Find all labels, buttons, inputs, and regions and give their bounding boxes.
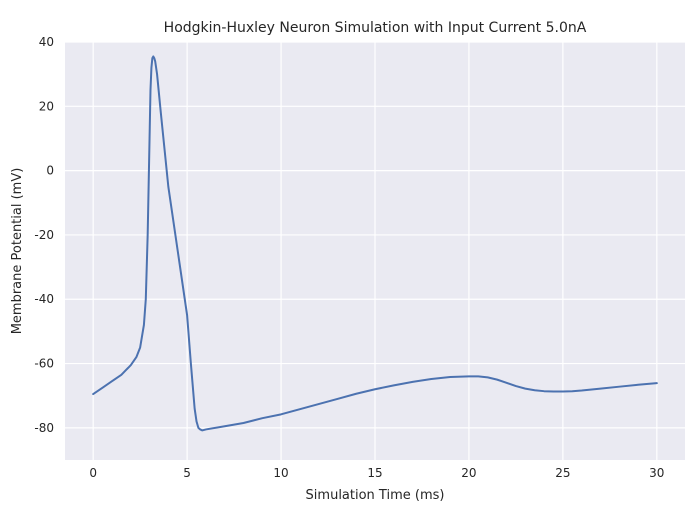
- x-tick-label: 5: [183, 466, 191, 480]
- x-tick-label: 0: [89, 466, 97, 480]
- chart-title: Hodgkin-Huxley Neuron Simulation with In…: [164, 20, 587, 36]
- y-tick-label: -20: [34, 228, 54, 242]
- y-tick-label: 40: [39, 35, 54, 49]
- series-group: [92, 55, 658, 432]
- grid-lines: [65, 41, 685, 460]
- x-tick-label: 10: [273, 466, 288, 480]
- tick-labels: 0 5 10 15 20 25 30 -80 -60 -40 -20 0 20 40: [34, 35, 664, 480]
- y-tick-label: -40: [34, 292, 54, 306]
- y-tick-label: 0: [46, 164, 54, 178]
- x-tick-label: 30: [649, 466, 664, 480]
- x-tick-label: 25: [555, 466, 570, 480]
- y-tick-label: 20: [39, 99, 54, 113]
- y-tick-label: -60: [34, 357, 54, 371]
- y-axis-label: Membrane Potential (mV): [10, 168, 25, 335]
- x-tick-label: 15: [367, 466, 382, 480]
- x-tick-label: 20: [461, 466, 476, 480]
- membrane-potential-line: [92, 55, 658, 432]
- y-tick-label: -80: [34, 421, 54, 435]
- x-axis-label: Simulation Time (ms): [306, 488, 445, 503]
